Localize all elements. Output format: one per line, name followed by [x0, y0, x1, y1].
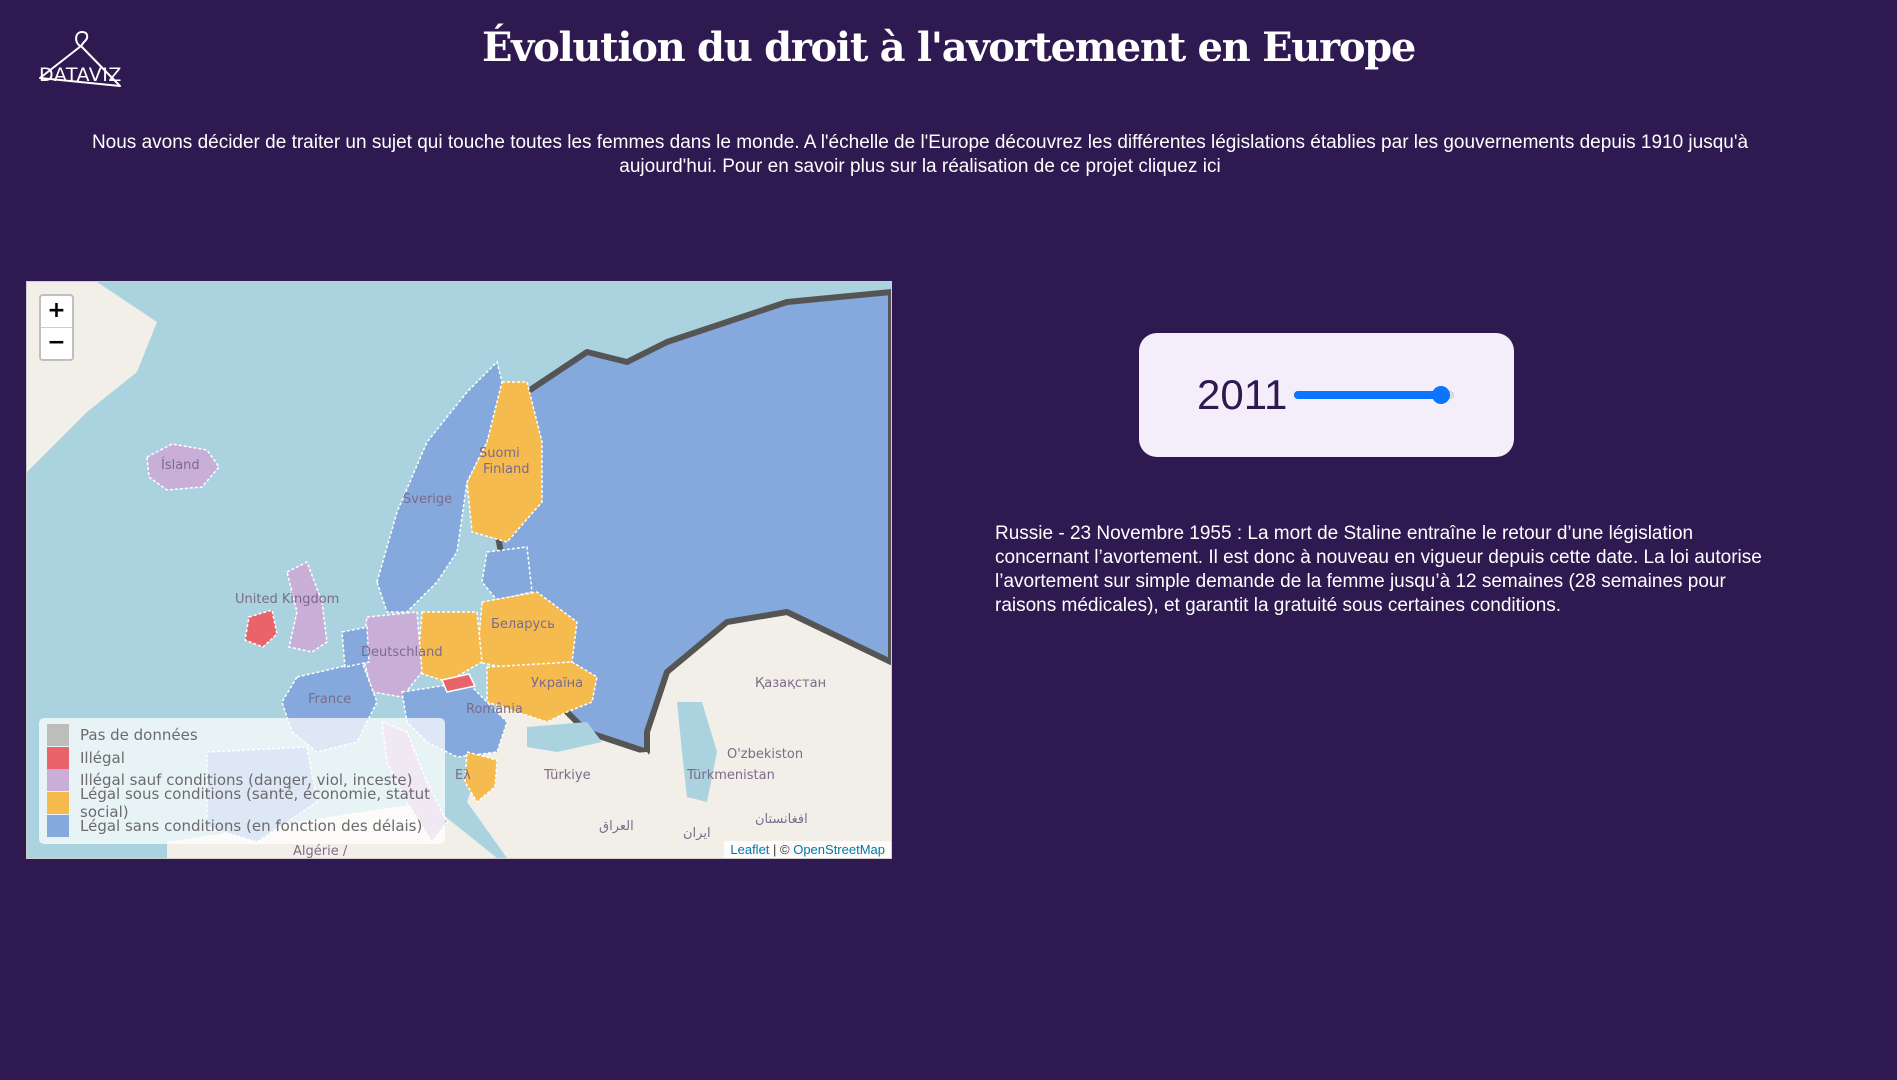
ukraine-region: [486, 661, 598, 723]
legend-label: Pas de données: [80, 726, 198, 745]
legend-label: Légal sous conditions (santé, économie, …: [80, 785, 431, 822]
label-island: Ísland: [161, 458, 200, 473]
osm-link[interactable]: OpenStreetMap: [793, 842, 885, 857]
legend-item: Illégal: [47, 746, 437, 770]
label-turkmenistan: Türkmenistan: [687, 768, 775, 783]
label-suomi: Suomi: [479, 446, 520, 461]
label-belarus: Беларусь: [491, 617, 555, 632]
greece-region: [464, 751, 498, 804]
legend-item: Illégal sauf conditions (danger, viol, i…: [47, 769, 437, 792]
legend-item: Pas de données: [47, 724, 437, 747]
zoom-control: + −: [39, 294, 74, 361]
event-description: Russie - 23 Novembre 1955 : La mort de S…: [995, 523, 1762, 616]
label-kazakhstan: Қазақстан: [755, 676, 827, 691]
intro-paragraph: Nous avons décider de traiter un sujet q…: [91, 132, 1749, 177]
hanger-icon: [39, 30, 121, 87]
legend-swatch: [47, 814, 69, 837]
uk-region: [286, 560, 328, 653]
label-afghanistan: افغانستان: [755, 812, 808, 827]
label-greece: Ελ: [455, 768, 471, 783]
benelux-region: [341, 626, 370, 668]
legend-label: Illégal sauf conditions (danger, viol, i…: [80, 771, 413, 790]
label-algerie: Algérie /: [293, 844, 348, 859]
attribution-separator: | ©: [769, 842, 794, 857]
map-tiles: [27, 282, 891, 858]
label-romania: România: [466, 702, 523, 717]
label-uk: United Kingdom: [235, 592, 340, 607]
year-slider[interactable]: [1294, 386, 1454, 404]
germany-region: [361, 611, 423, 698]
scandinavia-region: [376, 360, 503, 613]
dataviz-logo[interactable]: DATAVIZ: [34, 28, 126, 92]
slider-thumb[interactable]: [1431, 386, 1450, 404]
label-sverige: Sverige: [403, 492, 453, 507]
label-france: France: [308, 692, 352, 707]
map-legend: Pas de données Illégal Illégal sauf cond…: [39, 718, 445, 844]
legend-item: Légal sans conditions (en fonction des d…: [47, 814, 437, 837]
logo-text: DATAVIZ: [39, 64, 122, 86]
zoom-in-button[interactable]: +: [47, 298, 66, 323]
label-deutschland: Deutschland: [361, 645, 443, 660]
ireland-region: [244, 609, 278, 648]
label-turkiye: Türkiye: [544, 768, 591, 783]
year-value: 2011: [1197, 371, 1288, 418]
zoom-out-button[interactable]: −: [41, 327, 72, 359]
label-iran: ایران: [683, 826, 711, 841]
legend-label: Illégal: [80, 748, 125, 767]
legend-label: Légal sans conditions (en fonction des d…: [80, 816, 423, 835]
europe-map[interactable]: Ísland Suomi Finland Sverige United King…: [26, 281, 892, 859]
slovakia-region: [440, 673, 477, 693]
slider-fill: [1294, 391, 1441, 399]
legend-swatch: [47, 746, 69, 769]
legend-swatch: [47, 769, 69, 792]
map-attribution: Leaflet | © OpenStreetMap: [724, 841, 891, 858]
year-slider-card: 2011: [1139, 333, 1514, 457]
legend-item: Légal sous conditions (santé, économie, …: [47, 785, 437, 821]
legend-swatch: [47, 792, 69, 815]
leaflet-link[interactable]: Leaflet: [730, 842, 770, 857]
iceland-region: [146, 443, 220, 491]
label-ozbekiston: O'zbekiston: [727, 747, 804, 762]
page-title: Évolution du droit à l'avortement en Eur…: [481, 24, 1416, 71]
turkey-land: [507, 752, 667, 802]
baltics-region: [481, 546, 533, 601]
label-iraq: العراق: [599, 819, 634, 834]
caspian-sea: [677, 702, 717, 802]
label-finland: Finland: [483, 462, 530, 477]
legend-swatch: [47, 724, 69, 747]
black-sea: [527, 722, 602, 752]
label-ukraina: Україна: [531, 676, 584, 691]
